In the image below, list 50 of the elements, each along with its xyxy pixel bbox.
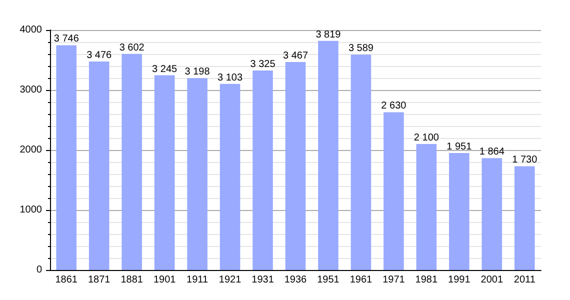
bar — [122, 54, 142, 270]
data-label: 3 198 — [184, 66, 210, 78]
bar — [220, 84, 240, 270]
x-tick-label: 1951 — [317, 274, 340, 286]
bar — [416, 144, 437, 270]
x-tick-label: 1971 — [382, 274, 406, 286]
x-tick-label: 1921 — [218, 274, 242, 286]
data-label: 3 819 — [316, 29, 342, 40]
y-tick-label: 2000 — [20, 144, 42, 156]
data-label: 3 467 — [282, 50, 308, 62]
x-tick-label: 1911 — [186, 274, 208, 286]
bar — [449, 152, 470, 270]
data-label: 3 103 — [218, 72, 243, 84]
x-tick-label: 1861 — [55, 274, 78, 286]
data-label: 2 630 — [381, 100, 407, 112]
x-tick-label: 1901 — [153, 274, 176, 286]
data-label: 1 864 — [479, 146, 505, 158]
x-tick-label: 2011 — [514, 274, 536, 286]
bar — [154, 75, 175, 270]
y-tick-label: 3000 — [20, 84, 42, 96]
y-tick-label: 1000 — [20, 204, 42, 216]
x-tick-label: 1936 — [284, 274, 308, 286]
bar — [318, 40, 338, 270]
data-label: 2 100 — [414, 132, 440, 144]
x-tick-label: 2001 — [480, 274, 504, 286]
x-tick-label: 1881 — [120, 274, 144, 286]
bar — [88, 61, 110, 270]
data-label: 3 746 — [54, 34, 80, 45]
bar — [252, 70, 273, 270]
y-tick-label: 0 — [36, 264, 42, 276]
data-label: 3 476 — [86, 50, 112, 61]
data-label: 3 325 — [250, 59, 276, 70]
data-label: 3 589 — [348, 43, 374, 54]
bar — [350, 54, 372, 270]
bar — [514, 166, 535, 270]
y-tick-label: 4000 — [20, 24, 42, 36]
x-tick-label: 1931 — [252, 274, 274, 286]
data-label: 1 730 — [512, 154, 538, 166]
data-label: 3 602 — [119, 42, 145, 54]
x-tick-label: 1981 — [415, 274, 438, 286]
data-label: 3 245 — [152, 64, 178, 75]
bar — [187, 78, 208, 270]
bar — [384, 112, 404, 270]
bar — [56, 45, 77, 270]
x-tick-label: 1871 — [88, 274, 111, 286]
x-tick-label: 1961 — [350, 274, 373, 286]
data-label: 1 951 — [446, 141, 472, 152]
bar — [482, 158, 502, 270]
bar — [285, 62, 306, 270]
x-tick-label: 1991 — [448, 274, 471, 286]
